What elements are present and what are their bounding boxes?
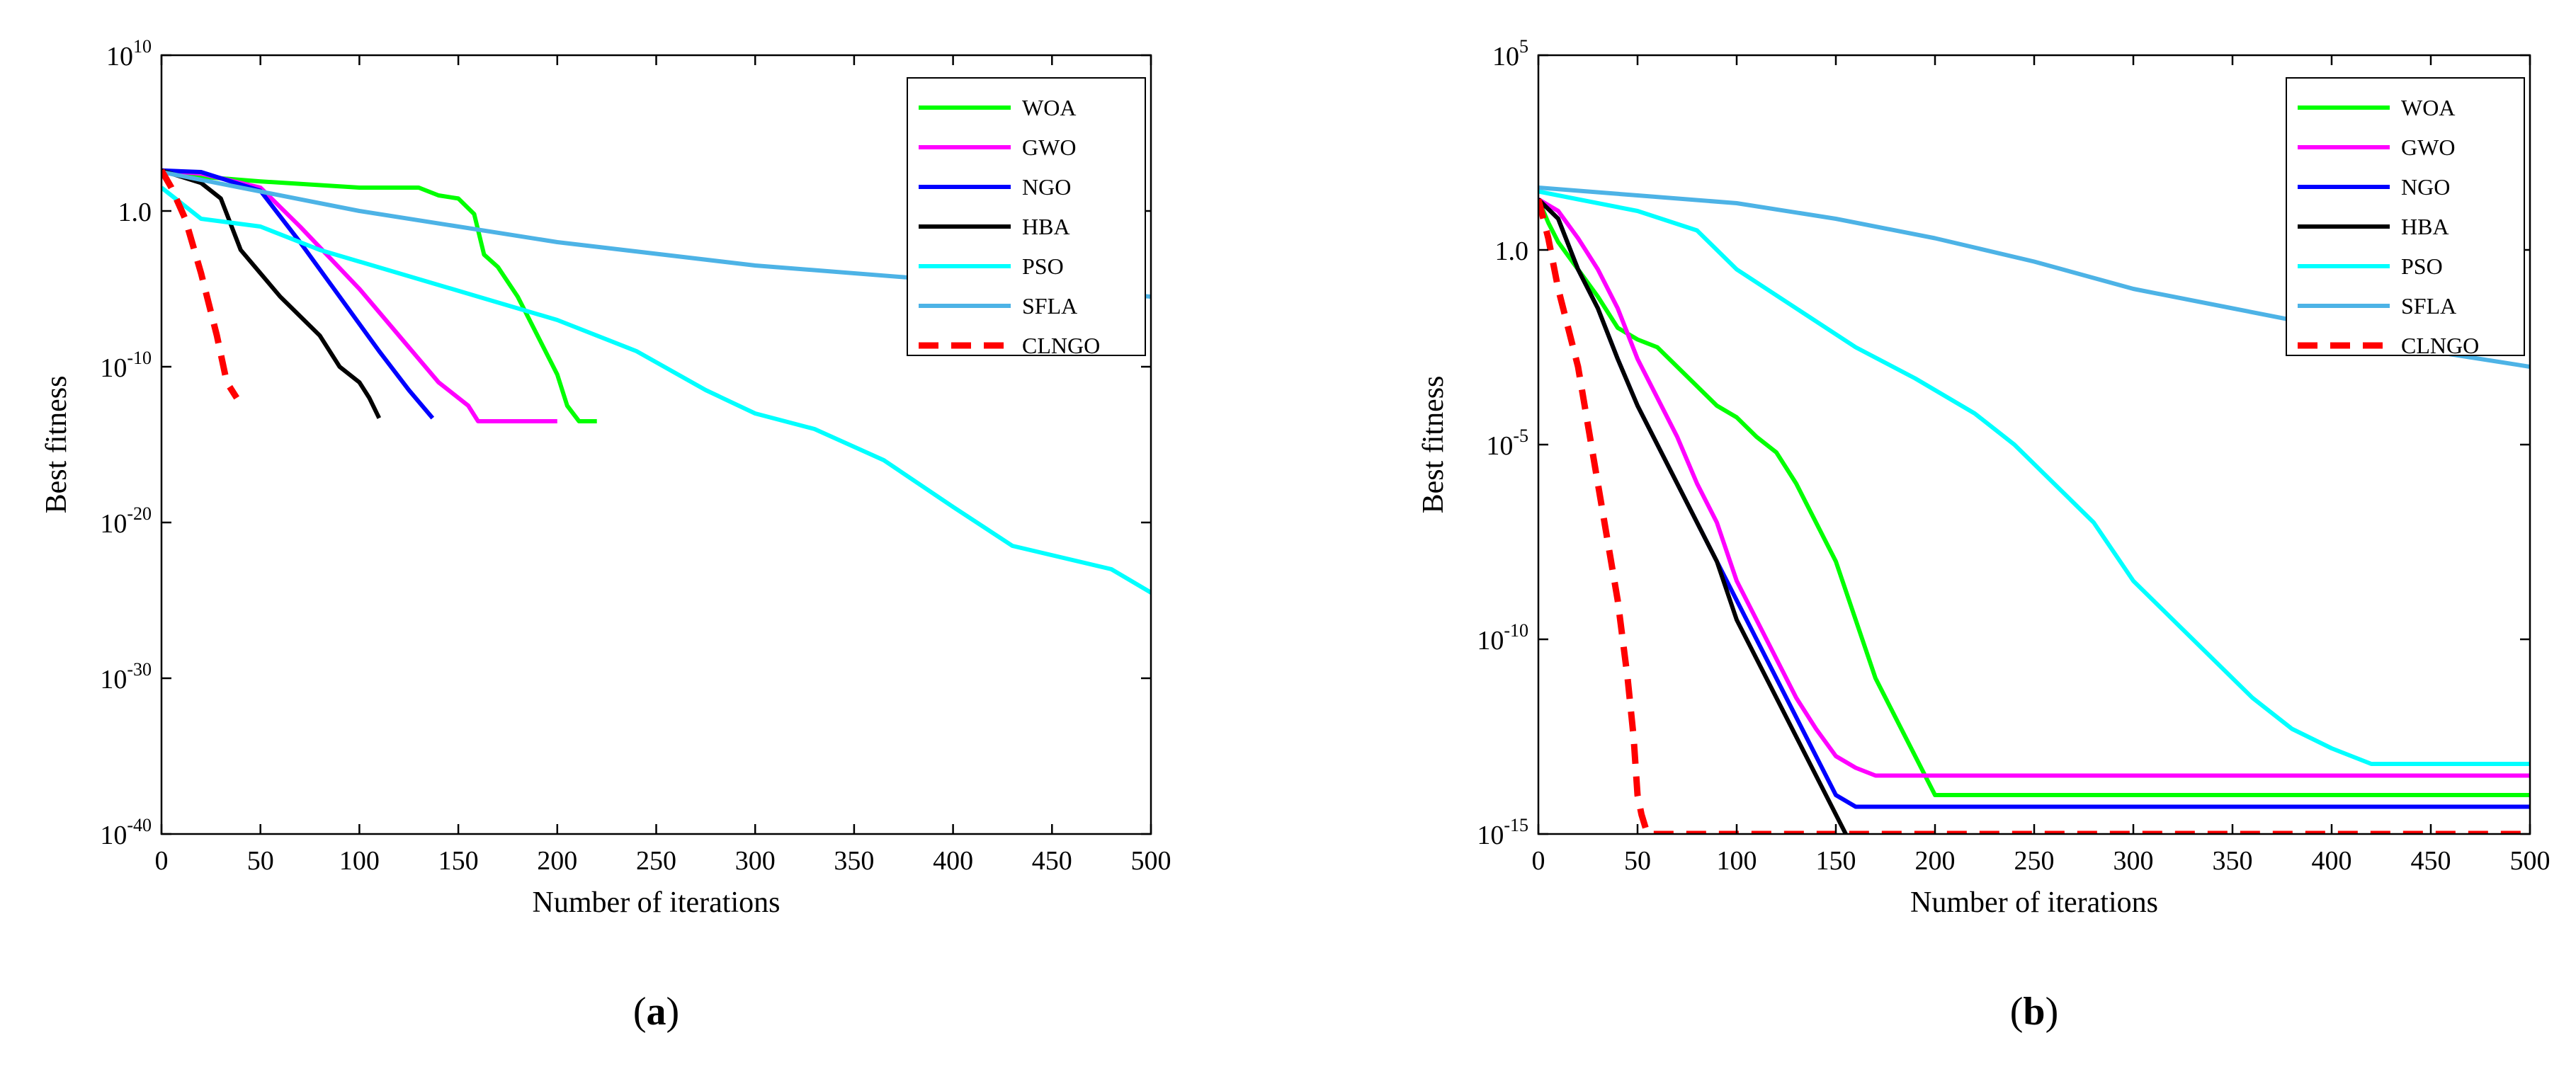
panel-label: (b) [2010,990,2058,1034]
legend-label-sfla: SFLA [2401,293,2456,319]
x-tick-label: 450 [2411,846,2451,876]
legend-box [907,77,1146,356]
x-tick-label: 0 [155,846,169,876]
series-line-hba [1538,198,1848,834]
legend-label-woa: WOA [2401,95,2455,120]
legend-label-ngo: NGO [2401,174,2450,200]
x-tick-label: 50 [1624,846,1651,876]
chart-panel-a: 0 50 100 150 200 250 300 350 400 450 500 1010 1.0 10-… [40,36,1171,1034]
legend-label-clngo: CLNGO [2401,333,2479,358]
legend: WOA GWO NGO HBA PSO SFLA CLNGO [907,77,1146,358]
panel-label: (a) [633,990,679,1034]
x-tick-label: 0 [1532,846,1545,876]
y-tick-label: 10-30 [100,659,152,695]
y-tick-label: 1.0 [118,198,152,227]
legend: WOA GWO NGO HBA PSO SFLA CLNGO [2286,77,2525,358]
series-line-ngo [161,168,435,420]
x-tick-label: 100 [1717,846,1757,876]
x-tick-label: 350 [2213,846,2253,876]
y-tick-label: 10-5 [1486,425,1528,461]
legend-label-ngo: NGO [1022,174,1071,200]
legend-box [2286,77,2525,356]
x-tick-label: 250 [2014,846,2055,876]
legend-label-gwo: GWO [1022,135,1076,160]
x-tick-label: 400 [2312,846,2352,876]
x-tick-label: 400 [933,846,973,876]
x-tick-label: 300 [2113,846,2154,876]
series-line-woa [1538,198,2530,797]
x-tick-label: 100 [339,846,380,876]
y-axis-title: Best fitness [1417,376,1450,514]
legend-label-woa: WOA [1022,95,1076,120]
x-tick-label: 500 [1131,846,1171,876]
x-tick-label: 50 [247,846,274,876]
x-axis-title: Number of iterations [533,886,781,919]
series-line-pso [161,185,1151,595]
chart-panel-b: 0 50 100 150 200 250 300 350 400 450 500 105 1.0 10-5… [1417,36,2551,1034]
x-tick-label: 200 [537,846,577,876]
legend-label-pso: PSO [2401,253,2443,279]
legend-label-clngo: CLNGO [1022,333,1100,358]
legend-label-hba: HBA [1022,214,1070,239]
x-tick-label: 300 [735,846,776,876]
y-tick-label: 105 [1492,36,1528,72]
x-tick-label: 350 [834,846,874,876]
legend-label-gwo: GWO [2401,135,2455,160]
series-line-woa [161,168,597,423]
y-tick-label: 1010 [106,36,152,72]
legend-label-pso: PSO [1022,253,1064,279]
series-line-gwo [1538,197,2530,778]
x-tick-label: 450 [1032,846,1072,876]
series-line-clngo [1538,198,2530,834]
x-tick-label: 150 [438,846,479,876]
x-axis-title: Number of iterations [1910,886,2158,919]
series-line-pso [1538,189,2530,766]
y-tick-label: 10-40 [100,815,152,850]
y-tick-label: 10-10 [100,348,152,383]
x-tick-label: 200 [1915,846,1956,876]
legend-label-hba: HBA [2401,214,2449,239]
y-axis-title: Best fitness [40,376,73,514]
x-tick-label: 250 [636,846,676,876]
series-group [161,168,1151,595]
x-tick-label: 500 [2510,846,2551,876]
y-tick-label: 1.0 [1495,236,1529,266]
series-line-clngo [161,168,239,400]
y-tick-label: 10-15 [1477,815,1528,850]
y-tick-label: 10-20 [100,503,152,539]
legend-label-sfla: SFLA [1022,293,1077,319]
series-line-hba [161,168,381,419]
x-tick-label: 150 [1816,846,1856,876]
y-tick-label: 10-10 [1477,620,1528,656]
